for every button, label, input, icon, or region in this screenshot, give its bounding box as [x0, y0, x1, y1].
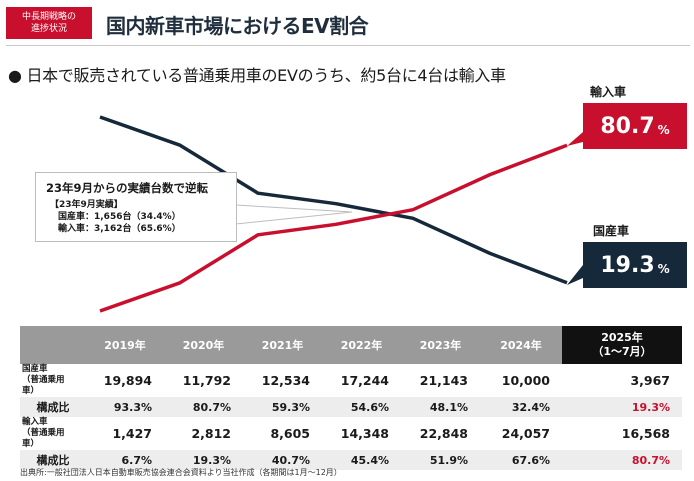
table-cell: 1,427: [112, 426, 152, 441]
col-header: 2020年: [164, 326, 243, 364]
table-row-import-units: 輸入車 （普通乗用車） 1,427 2,812 8,605 14,348 22,…: [20, 417, 682, 450]
table-cell: 48.1%: [401, 397, 480, 417]
table-cell: 45.4%: [322, 450, 401, 470]
table-cell: 40.7%: [243, 450, 322, 470]
col-header-current: 2025年 （1〜7月）: [562, 326, 682, 364]
series-line-import: [99, 143, 568, 313]
table-cell: 16,568: [621, 426, 670, 441]
crossover-callout: 23年9月からの実績台数で逆転 【23年9月実績】 国産車：1,656台（34.…: [35, 172, 237, 242]
series-line-domestic: [99, 115, 568, 285]
table-cell: 59.3%: [243, 397, 322, 417]
col-header: 2019年: [86, 326, 164, 364]
table-cell: 51.9%: [401, 450, 480, 470]
table-cell: 14,348: [340, 426, 389, 441]
table-cell: 17,244: [340, 373, 389, 388]
section-tag-line2: 進捗状況: [30, 24, 67, 34]
domestic-label-pointer: [567, 265, 583, 285]
row-label-import: 輸入車 （普通乗用車）: [20, 417, 86, 450]
col-header: 2024年: [480, 326, 562, 364]
table-cell: 6.7%: [86, 450, 164, 470]
domestic-share-unit: %: [657, 262, 670, 276]
callout-headline: 23年9月からの実績台数で逆転: [46, 181, 209, 195]
row-label-domestic: 国産車 （普通乗用車）: [20, 364, 86, 397]
table-cell: 22,848: [419, 426, 468, 441]
table-row-domestic-units: 国産車 （普通乗用車） 19,894 11,792 12,534 17,244 …: [20, 364, 682, 397]
source-note: 出典所:一般社団法人日本自動車販売協会連合会資料より当社作成（各期間は1月〜12…: [20, 468, 342, 477]
section-tag: 中長期戦略の 進捗状況: [6, 7, 92, 39]
table-cell: 19,894: [103, 373, 152, 388]
table-cell-highlight: 19.3%: [562, 397, 682, 417]
table-cell: 54.6%: [322, 397, 401, 417]
table-cell: 93.3%: [86, 397, 164, 417]
table-cell: 2,812: [191, 426, 231, 441]
table-cell-highlight: 80.7%: [562, 450, 682, 470]
col-header: 2022年: [322, 326, 401, 364]
callout-detail-domestic: 国産車：1,656台（34.4%）: [58, 212, 181, 222]
col-header: 2023年: [401, 326, 480, 364]
summary-bullet: ● 日本で販売されている普通乗用車のEVのうち、約5台に4台は輸入車: [8, 66, 506, 85]
table-cell: 24,057: [501, 426, 550, 441]
row-label-domestic-line2: （普通乗用車）: [22, 375, 65, 396]
table-cell: 19.3%: [164, 450, 243, 470]
row-label-import-line1: 輸入車: [22, 417, 48, 427]
col-header: 2021年: [243, 326, 322, 364]
table-cell: 3,967: [630, 373, 670, 388]
col-header-current-year: 2025年: [601, 331, 643, 344]
row-label-ratio: 構成比: [20, 397, 86, 417]
domestic-series-name: 国産車: [593, 224, 630, 238]
import-share-box: 80.7 %: [583, 103, 687, 149]
table-row-import-ratio: 構成比 6.7% 19.3% 40.7% 45.4% 51.9% 67.6% 8…: [20, 450, 682, 470]
sales-table: 2019年 2020年 2021年 2022年 2023年 2024年 2025…: [20, 326, 682, 470]
row-label-import-line2: （普通乗用車）: [22, 428, 65, 449]
import-share-value: 80.7: [600, 113, 655, 139]
col-header-current-period: （1〜7月）: [592, 345, 652, 358]
table-cell: 8,605: [270, 426, 310, 441]
table-row-domestic-ratio: 構成比 93.3% 80.7% 59.3% 54.6% 48.1% 32.4% …: [20, 397, 682, 417]
row-label-domestic-line1: 国産車: [22, 364, 48, 374]
table-cell: 67.6%: [480, 450, 562, 470]
row-label-ratio: 構成比: [20, 450, 86, 470]
table-cell: 80.7%: [164, 397, 243, 417]
import-label-pointer: [567, 132, 583, 146]
callout-pointer: [235, 204, 353, 225]
import-series-name: 輸入車: [590, 85, 627, 99]
table-corner: [20, 326, 86, 364]
table-header-row: 2019年 2020年 2021年 2022年 2023年 2024年 2025…: [20, 326, 682, 364]
page-title: 国内新車市場におけるEV割合: [106, 14, 369, 38]
title-divider: [6, 45, 690, 46]
domestic-share-value: 19.3: [600, 252, 655, 278]
callout-detail: 【23年9月実績】 国産車：1,656台（34.4%） 輸入車：3,162台（6…: [50, 199, 181, 235]
callout-detail-title: 【23年9月実績】: [50, 200, 123, 210]
table-cell: 10,000: [501, 373, 550, 388]
domestic-share-box: 19.3 %: [583, 242, 687, 288]
table-cell: 12,534: [261, 373, 310, 388]
callout-detail-import: 輸入車：3,162台（65.6%）: [58, 224, 181, 234]
table-cell: 21,143: [419, 373, 468, 388]
table-cell: 32.4%: [480, 397, 562, 417]
import-share-unit: %: [657, 123, 670, 137]
table-cell: 11,792: [182, 373, 231, 388]
section-tag-line1: 中長期戦略の: [21, 12, 76, 22]
